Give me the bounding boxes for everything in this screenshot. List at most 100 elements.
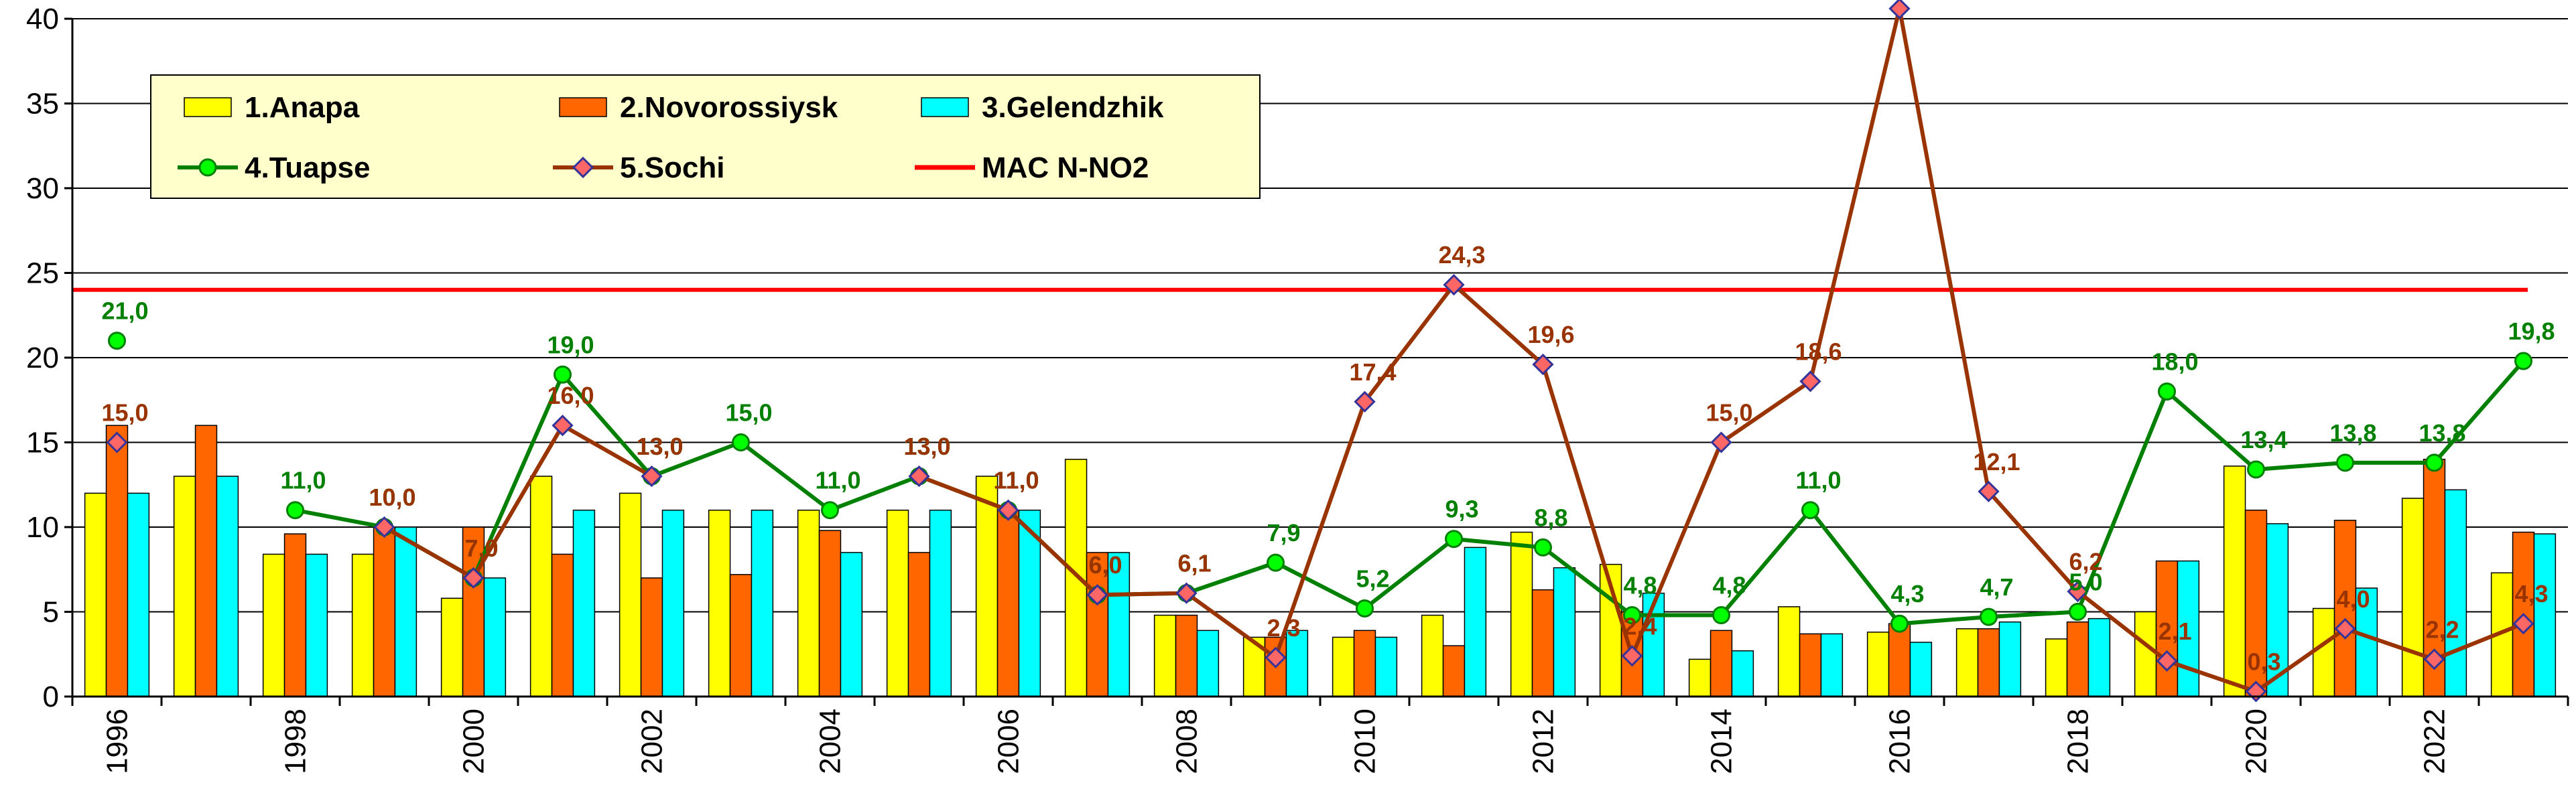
bar-novorossiysk [640, 577, 663, 697]
bar-novorossiysk [283, 533, 307, 697]
bar-gelendzhik [2533, 533, 2557, 697]
x-tick-label: 2012 [1527, 709, 1560, 774]
marker-sochi [1354, 390, 1376, 413]
bar-anapa [1332, 636, 1355, 697]
data-label-tuapse: 4,8 [1623, 572, 1657, 599]
bar-novorossiysk [1175, 614, 1198, 697]
marker-sochi [1621, 645, 1643, 667]
marker-sochi [2067, 581, 2089, 603]
marker-sochi [1175, 582, 1198, 604]
bar-novorossiysk [1977, 628, 2000, 697]
bar-anapa [708, 509, 731, 697]
data-label-sochi: 18,6 [1795, 338, 1842, 365]
bar-novorossiysk [996, 509, 1020, 697]
marker-tuapse [108, 332, 126, 350]
legend-marker-sochi [572, 156, 594, 179]
y-tick-label: 5 [43, 596, 59, 629]
data-label-tuapse: 18,0 [2151, 348, 2198, 376]
marker-tuapse [2425, 453, 2443, 472]
data-label-tuapse: 13,0 [636, 433, 683, 460]
x-tick-label: 2002 [636, 709, 669, 774]
bar-gelendzhik [1820, 633, 1844, 697]
marker-tuapse [1267, 553, 1285, 572]
marker-tuapse [1712, 606, 1730, 625]
data-label-tuapse: 11,0 [815, 467, 860, 494]
bar-gelendzhik [394, 526, 417, 697]
legend-swatch-gelendzhik [921, 97, 969, 117]
marker-sochi [462, 567, 485, 589]
bar-anapa [1866, 632, 1890, 697]
x-tick-label: 2022 [2419, 709, 2451, 774]
marker-sochi [641, 465, 663, 488]
marker-sochi [997, 499, 1019, 521]
bar-novorossiysk [1442, 645, 1466, 697]
data-label-tuapse: 11,0 [993, 467, 1039, 494]
bar-novorossiysk [2155, 560, 2179, 697]
marker-sochi [1888, 0, 1911, 19]
x-tick-label: 1998 [279, 709, 312, 774]
x-tick-label: 2016 [1884, 709, 1917, 774]
data-label-tuapse: 21,0 [101, 297, 148, 325]
bar-anapa [1955, 628, 1979, 697]
bar-anapa [2223, 465, 2246, 697]
data-label-tuapse: 7,0 [464, 534, 498, 562]
data-label-tuapse: 6,0 [1088, 551, 1122, 579]
data-label-tuapse: 6,1 [1177, 550, 1211, 577]
marker-sochi [1443, 274, 1465, 296]
marker-sochi [373, 516, 395, 538]
data-label-sochi: 13,0 [903, 433, 950, 460]
y-tick-label: 35 [26, 88, 59, 121]
x-tick-label: 2004 [814, 709, 847, 774]
bar-novorossiysk [1531, 589, 1555, 697]
bar-anapa [1064, 459, 1088, 697]
axes-layer: 0 5 10 15 20 25 30 35 40 1996 1998 2000 2002 2004 2006… [26, 3, 2569, 774]
bar-novorossiysk [818, 530, 842, 697]
data-label-sochi: 2,2 [2425, 615, 2459, 643]
bar-gelendzhik [1909, 642, 1933, 697]
marker-tuapse [2336, 453, 2354, 472]
marker-tuapse [1356, 599, 1374, 618]
bar-gelendzhik [2087, 618, 2111, 697]
bar-gelendzhik [929, 509, 952, 697]
marker-tuapse [2247, 460, 2265, 479]
legend-swatch-novorossiysk [559, 97, 607, 117]
bar-anapa [173, 476, 196, 697]
data-label-sochi: 7,0 [464, 534, 498, 562]
line-sochi [383, 423, 653, 580]
y-tick-label: 0 [43, 680, 59, 713]
bar-anapa [84, 492, 107, 697]
data-labels-layer: 21,0 11,0 10,0 7,0 19,0 13,0 15,0 11,0 13,0 11,0 6… [101, 241, 2555, 675]
marker-tuapse [286, 501, 304, 520]
bar-anapa [1153, 614, 1177, 697]
bar-gelendzhik [1731, 650, 1754, 697]
bar-gelendzhik [1196, 630, 1220, 697]
bar-novorossiysk [105, 425, 129, 697]
data-label-tuapse: 19,0 [547, 331, 594, 358]
bar-novorossiysk [1710, 630, 1733, 697]
data-label-tuapse: 10,0 [369, 484, 415, 511]
bar-gelendzhik [1553, 567, 1576, 697]
data-label-sochi: 11,0 [993, 467, 1039, 494]
bar-anapa [1510, 531, 1533, 697]
bar-gelendzhik [1464, 547, 1487, 697]
data-label-sochi: 6,2 [2069, 548, 2102, 575]
legend-label-tuapse: 4.Tuapse [245, 151, 370, 184]
bar-anapa [529, 476, 553, 697]
data-label-tuapse: 11,0 [280, 467, 326, 494]
bar-gelendzhik [1285, 630, 1309, 697]
bar-anapa [262, 553, 285, 697]
bar-novorossiysk [551, 553, 574, 697]
marker-tuapse [1534, 538, 1552, 557]
bar-gelendzhik [1374, 636, 1398, 697]
data-label-tuapse: 13,8 [2419, 419, 2465, 447]
bar-novorossiysk [1353, 630, 1376, 697]
marker-tuapse [1623, 606, 1641, 625]
data-label-sochi: 24,3 [1438, 241, 1485, 269]
x-tick-label: 2006 [992, 709, 1025, 774]
bar-novorossiysk [2333, 520, 2357, 697]
data-label-tuapse: 5,2 [1356, 565, 1389, 592]
marker-sochi [2423, 648, 2445, 670]
x-tick-label: 2018 [2062, 709, 2095, 774]
bar-gelendzhik [127, 492, 150, 697]
